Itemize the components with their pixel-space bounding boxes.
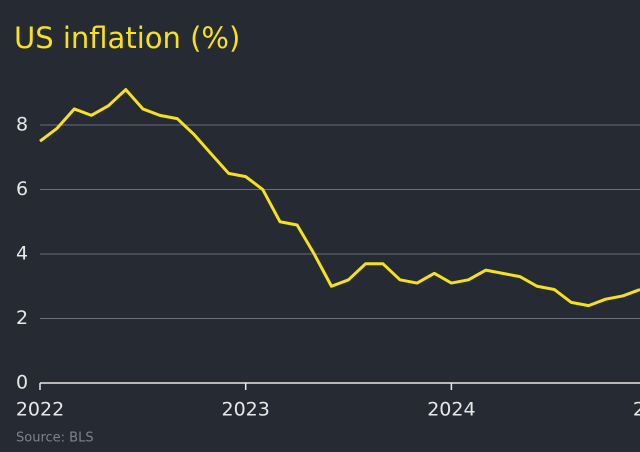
y-tick-label: 6 [16,178,28,200]
x-tick-label: 2024 [427,399,475,421]
x-tick-label: 2023 [222,399,270,421]
y-tick-label: 0 [16,372,28,394]
y-tick-label: 8 [16,114,28,136]
y-tick-label: 2 [16,307,28,329]
data-line [39,88,640,308]
y-tick-label: 4 [16,243,28,265]
chart-title: US inflation (%) [14,21,240,55]
x-tick-label: 2022 [16,399,64,421]
source-note: Source: BLS [16,431,94,446]
x-tick-label: 2025 [633,399,640,421]
